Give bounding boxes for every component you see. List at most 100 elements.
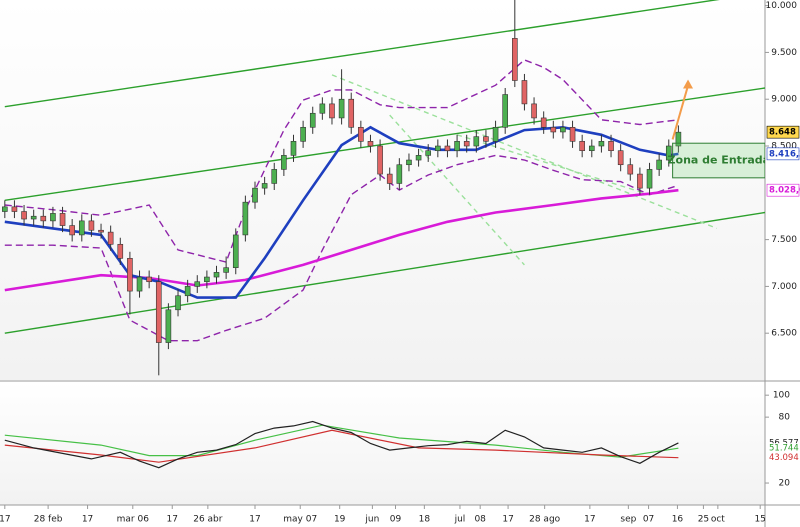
candle-body: [252, 187, 258, 203]
candle-body: [579, 141, 585, 151]
overlay-line: [4, 87, 765, 201]
candle-body: [281, 155, 287, 170]
candle-body: [444, 145, 451, 151]
candle-body: [194, 281, 201, 287]
x-tick-label: 17: [502, 515, 513, 525]
candle-body: [473, 136, 480, 147]
x-tick-label: 07: [643, 515, 654, 525]
y-tick-label: 9.000: [771, 95, 797, 105]
candle-body: [521, 80, 528, 105]
candle-body: [386, 173, 393, 184]
candle-body: [358, 126, 364, 142]
price-tag: 8.416,2: [769, 149, 800, 159]
arrow-head: [683, 79, 694, 89]
candle-body: [300, 126, 306, 142]
x-tick-label: 17: [82, 515, 93, 525]
indicator-tag: 51.744: [769, 444, 799, 454]
main-panel: [0, 0, 765, 380]
candle-body: [406, 159, 412, 166]
y-tick-label: 100: [773, 391, 790, 401]
indicator-tag-box: [767, 443, 799, 454]
price-tag: 8.028,0: [769, 186, 800, 196]
x-tick-label: jul: [454, 515, 466, 525]
candle-body: [598, 141, 605, 147]
indicator-line: [4, 420, 679, 469]
candle-body: [560, 126, 566, 133]
candle-body: [502, 94, 508, 128]
candle-body: [165, 309, 172, 343]
candle-body: [656, 159, 662, 170]
candle-body: [675, 131, 682, 147]
overlay-line: [331, 74, 718, 230]
overlay-line: [4, 125, 679, 299]
x-tick-label: 17: [584, 515, 595, 525]
candle-body: [463, 141, 470, 147]
indicator-tag-box: [767, 452, 799, 463]
candle-body: [78, 220, 85, 236]
indicator-panel: [0, 382, 765, 505]
x-tick-label: 18: [419, 515, 431, 525]
candle-body: [377, 145, 383, 175]
overlay-line: [4, 188, 679, 292]
x-tick-label: 08: [474, 515, 486, 525]
candle-body: [425, 150, 432, 156]
candle-body: [415, 155, 422, 161]
candle-body: [550, 126, 557, 133]
y-tick-label: 80: [779, 413, 791, 423]
x-tick-label: mar 06: [117, 515, 150, 525]
candle-body: [329, 103, 335, 119]
candle-body: [98, 229, 104, 233]
candle-body: [88, 220, 95, 231]
candle-body: [261, 183, 268, 189]
candle-body: [588, 145, 595, 151]
zone-label: Zona de Entrada: [668, 154, 771, 167]
candle-body: [2, 206, 8, 212]
candle-body: [290, 141, 297, 156]
price-tag-box: [766, 183, 800, 197]
candle-body: [184, 286, 191, 297]
candle-body: [646, 169, 653, 189]
candle-body: [540, 117, 547, 128]
y-tick-label: 20: [779, 479, 791, 489]
candle-body: [617, 150, 624, 166]
candle-body: [40, 215, 47, 222]
candle-body: [492, 126, 499, 142]
candle-body: [232, 234, 239, 268]
x-tick-label: 17: [249, 515, 260, 525]
candle-body: [637, 173, 643, 189]
overlay-line: [4, 0, 720, 108]
candle-body: [146, 276, 152, 283]
candle-body: [435, 145, 441, 151]
candle-body: [483, 136, 489, 142]
candle-body: [11, 206, 18, 212]
x-tick-label: 09: [390, 515, 402, 525]
indicator-tag-box: [767, 437, 799, 448]
y-tick-label: 10.000: [766, 1, 798, 11]
y-tick-label: 7.500: [771, 235, 797, 245]
candle-body: [155, 281, 162, 343]
indicator-plot: [4, 420, 679, 469]
candle-body: [396, 164, 403, 184]
price-tag: 8.648: [769, 128, 796, 138]
x-tick-label: 28 ago: [529, 515, 561, 525]
candle-body: [136, 276, 143, 292]
indicator-tag: 43.094: [769, 453, 799, 463]
y-tick-label: 9.500: [771, 48, 797, 58]
candle-body: [175, 295, 181, 311]
candle-body: [271, 169, 278, 184]
x-tick-label: 26 abr: [193, 515, 223, 525]
candle-body: [223, 267, 229, 273]
candle-body: [50, 213, 56, 222]
price-tag-box: [766, 147, 800, 161]
x-tick-label: 17: [167, 515, 178, 525]
arrow: [671, 85, 689, 140]
candle-body: [531, 103, 537, 119]
main-plot: Zona de Entrada: [2, 0, 771, 376]
candle-body: [338, 98, 345, 119]
x-tick-label: may 07: [283, 515, 317, 525]
y-tick-label: 6.500: [771, 329, 797, 339]
candle-body: [107, 231, 114, 245]
y-tick-label: 8.500: [771, 142, 797, 152]
